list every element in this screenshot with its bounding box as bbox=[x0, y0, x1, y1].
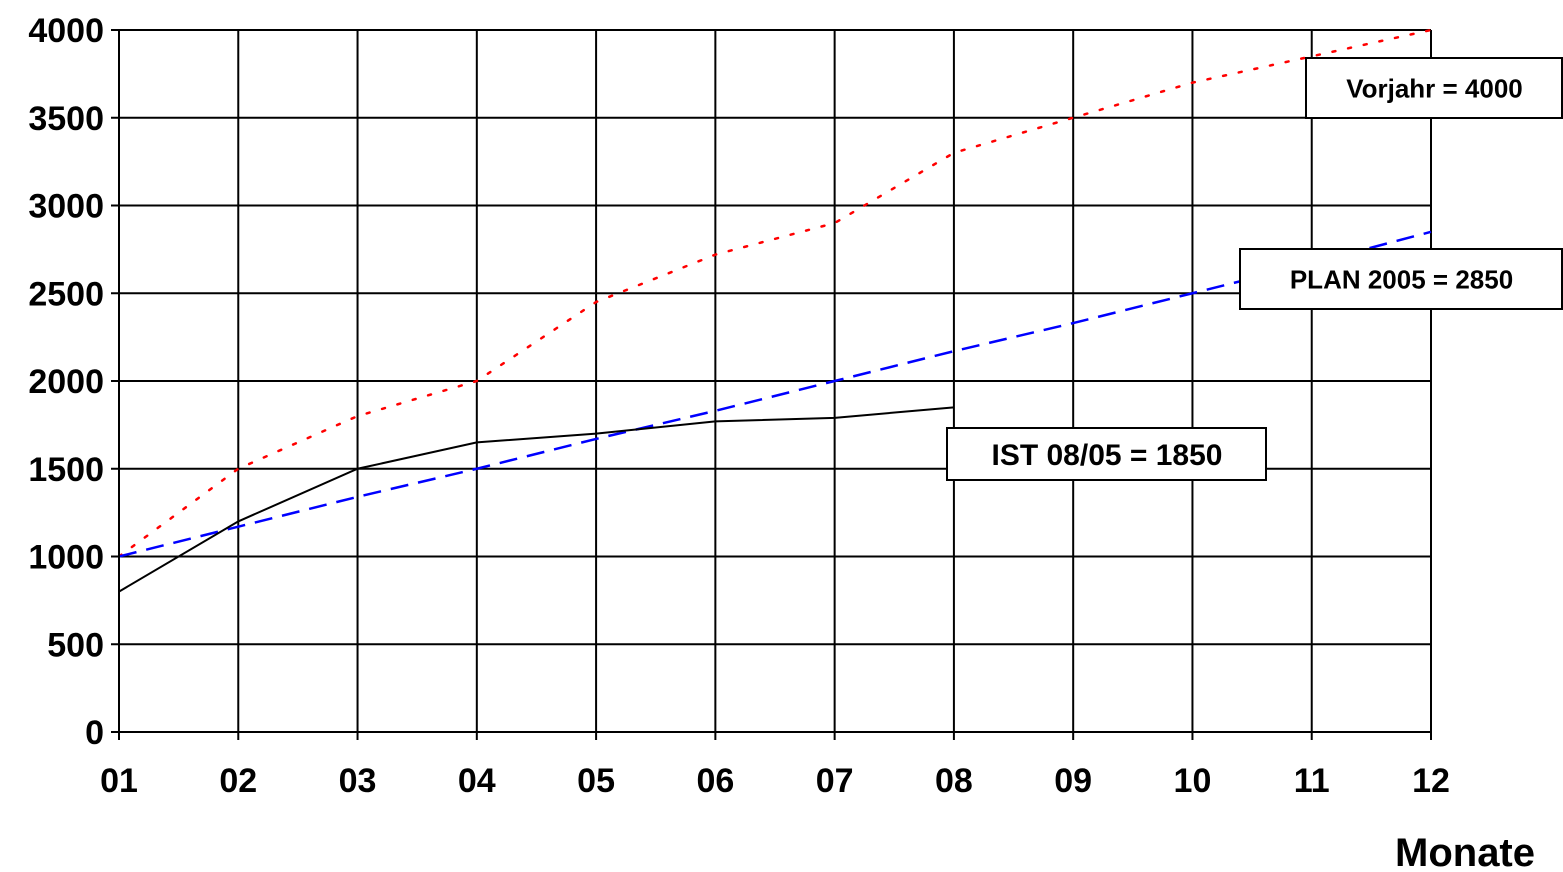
x-axis-title: Monate bbox=[1395, 831, 1535, 872]
y-tick-label: 1000 bbox=[28, 539, 104, 577]
annotation-label-vorjahr: Vorjahr = 4000 bbox=[1346, 73, 1523, 103]
x-tick-label: 09 bbox=[1054, 762, 1092, 800]
y-tick-label: 4000 bbox=[28, 12, 104, 50]
annotation-box-vorjahr bbox=[1305, 57, 1563, 119]
annotation-box-plan bbox=[1239, 248, 1563, 310]
x-tick-label: 11 bbox=[1294, 762, 1330, 800]
x-tick-label: 05 bbox=[577, 762, 615, 800]
y-tick-labels: 0 500 1000 1500 2000 2500 3000 3500 4000 bbox=[28, 12, 104, 752]
annotation-label-ist: IST 08/05 = 1850 bbox=[991, 439, 1222, 472]
annotation-label-plan: PLAN 2005 = 2850 bbox=[1290, 264, 1513, 294]
x-tick-label: 08 bbox=[935, 762, 973, 800]
series-line-vorjahr bbox=[117, 28, 1433, 558]
y-tick-label: 0 bbox=[85, 714, 104, 752]
x-tick-label: 12 bbox=[1412, 762, 1450, 800]
x-tick-label: 06 bbox=[696, 762, 734, 800]
x-tick-label: 03 bbox=[339, 762, 377, 800]
grid-lines bbox=[119, 29, 1432, 732]
y-tick-label: 3500 bbox=[28, 100, 104, 138]
x-tick-label: 04 bbox=[458, 762, 496, 800]
axes bbox=[111, 29, 1432, 740]
y-tick-label: 500 bbox=[47, 626, 104, 664]
x-tick-label: 07 bbox=[816, 762, 854, 800]
y-tick-label: 1500 bbox=[28, 451, 104, 489]
y-tick-label: 3000 bbox=[28, 188, 104, 226]
x-tick-labels: 01 02 03 04 05 06 07 08 09 10 11 12 bbox=[100, 762, 1450, 800]
x-tick-label: 10 bbox=[1174, 762, 1212, 800]
x-tick-label: 02 bbox=[219, 762, 257, 800]
annotation-boxes: Vorjahr = 4000 PLAN 2005 = 2850 IST 08/05 … bbox=[946, 57, 1563, 481]
series-line-plan bbox=[118, 230, 1432, 558]
x-tick-label: 01 bbox=[100, 762, 138, 800]
y-tick-label: 2000 bbox=[28, 363, 104, 401]
series-lines bbox=[117, 28, 1433, 593]
y-tick-label: 2500 bbox=[28, 275, 104, 313]
series-line-ist bbox=[118, 406, 954, 593]
annotation-box-ist bbox=[946, 427, 1267, 481]
